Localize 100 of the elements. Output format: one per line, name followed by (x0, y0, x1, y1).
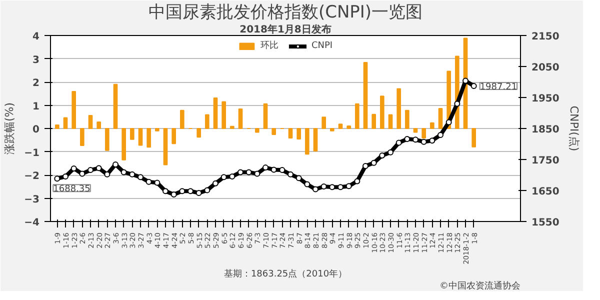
point (412, 136, 418, 143)
y-tick-label: 3 (32, 54, 40, 66)
point (429, 138, 436, 144)
point (388, 149, 394, 156)
point (262, 164, 268, 171)
bar (430, 122, 434, 129)
bar (205, 114, 210, 129)
bar (105, 128, 110, 151)
y2-tick-label: 1550 (532, 218, 560, 228)
y2-tick-label: 1650 (532, 186, 560, 198)
bar (263, 103, 268, 129)
y-tick-label: 0 (32, 124, 40, 136)
y-tick-label: 1 (32, 101, 40, 112)
point (338, 184, 344, 190)
y2-tick-label: 2050 (532, 62, 560, 74)
point (296, 175, 302, 182)
bar (422, 128, 426, 139)
point (170, 192, 177, 198)
bar (130, 128, 134, 140)
y-tick-label: −4 (24, 218, 40, 228)
text: 基期：1863.25点（2010年） (224, 268, 348, 280)
bar (163, 128, 168, 166)
y-tick-label: 2 (32, 78, 40, 89)
bar (155, 128, 160, 132)
bar (363, 62, 368, 129)
y-tick-label: −2 (24, 171, 40, 182)
point (96, 165, 102, 172)
bar (272, 128, 276, 136)
point (404, 136, 410, 142)
bar (180, 110, 184, 129)
point (212, 180, 218, 186)
text: ©中国农资流通协会 (440, 280, 520, 292)
bar (438, 108, 443, 129)
bar (222, 101, 226, 129)
bar (63, 117, 68, 129)
y2-tick-label: 2150 (532, 32, 560, 42)
legend-label: CNPI (311, 40, 333, 50)
bar (413, 128, 418, 133)
bar (296, 128, 301, 140)
y2-tick-label: 1750 (532, 156, 560, 166)
bar (80, 128, 84, 146)
point (220, 174, 227, 180)
point (229, 174, 236, 180)
legend-label: 环比 (260, 40, 280, 52)
point (70, 165, 77, 172)
point (204, 187, 210, 194)
point (254, 170, 260, 177)
point (120, 169, 127, 176)
point (288, 171, 294, 178)
point (312, 186, 318, 192)
point (104, 171, 110, 178)
bar (346, 125, 351, 129)
bar (88, 114, 93, 129)
point (379, 152, 386, 158)
bar (288, 128, 293, 139)
bar (313, 128, 318, 152)
y-tick-label: 4 (32, 32, 40, 42)
y-axis-title: 涨跌幅(%) (3, 102, 16, 155)
point (54, 176, 60, 182)
bar (146, 128, 151, 148)
bar (172, 128, 176, 144)
chart-subtitle: 2018年1月8日发布 (240, 24, 332, 36)
bar (338, 124, 343, 129)
point (320, 183, 327, 190)
y2-axis-title: CNPI(点) (567, 106, 580, 152)
y2-tick-label: 1950 (532, 94, 560, 104)
point (370, 160, 377, 166)
bar (238, 108, 243, 129)
point (354, 178, 360, 184)
point (454, 100, 460, 107)
point (138, 174, 144, 180)
point (154, 180, 160, 186)
bar (230, 126, 234, 129)
bar (322, 116, 326, 129)
bar (113, 84, 118, 129)
chart-title: 中国尿素批发价格指数(CNPI)一览图 (148, 2, 423, 22)
point (188, 188, 194, 194)
point (420, 138, 427, 145)
bar (388, 114, 393, 129)
point (470, 82, 477, 89)
bar (405, 110, 410, 129)
point (270, 166, 277, 173)
point (162, 188, 168, 194)
bar (380, 96, 384, 129)
bar (196, 128, 201, 138)
point (196, 190, 202, 196)
bar (138, 128, 143, 146)
bar (330, 128, 334, 132)
bar (55, 124, 60, 129)
bar (396, 88, 401, 129)
point (346, 183, 352, 190)
bar (372, 114, 376, 129)
bar (96, 121, 101, 129)
point (279, 167, 286, 174)
point (62, 174, 68, 180)
point (446, 119, 452, 126)
bar (355, 103, 360, 129)
point (79, 170, 86, 177)
bar (122, 128, 126, 160)
point (146, 178, 152, 185)
